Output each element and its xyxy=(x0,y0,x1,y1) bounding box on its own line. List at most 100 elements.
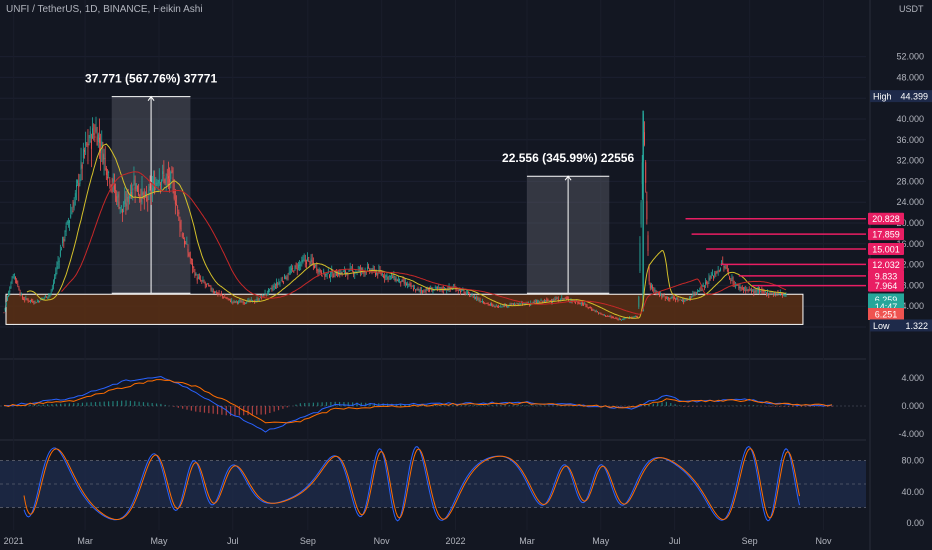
candle-body xyxy=(500,306,502,308)
candle-body xyxy=(660,293,662,295)
macd-histogram-bar xyxy=(530,405,532,406)
candle-body xyxy=(307,257,309,262)
resistance-level-label: 17.859 xyxy=(872,230,900,240)
candle-body xyxy=(766,292,767,295)
candle-body xyxy=(739,286,741,288)
candle-body xyxy=(76,184,77,188)
candle-body xyxy=(32,301,34,303)
candle-body xyxy=(554,299,556,301)
candle-body xyxy=(265,293,267,295)
macd-histogram-bar xyxy=(46,404,49,406)
candle-body xyxy=(404,282,406,284)
macd-histogram-bar xyxy=(805,406,807,407)
candle-body xyxy=(13,274,15,276)
candle-body xyxy=(400,281,402,284)
candle-body xyxy=(488,304,490,306)
candle-body xyxy=(191,258,192,260)
macd-histogram-bar xyxy=(813,406,816,407)
candle-body xyxy=(151,188,153,192)
candle-body xyxy=(281,281,283,282)
macd-histogram-bar xyxy=(295,404,297,406)
candle-body xyxy=(4,307,6,311)
candle-body xyxy=(161,180,162,183)
candle-body xyxy=(737,284,739,286)
candle-body xyxy=(426,288,428,291)
macd-histogram-bar xyxy=(212,406,214,414)
candle-body xyxy=(464,292,466,295)
macd-histogram-bar xyxy=(443,405,445,406)
candle-body xyxy=(291,268,292,271)
candle-body xyxy=(130,192,131,196)
candle-body xyxy=(726,269,728,272)
macd-histogram-bar xyxy=(60,403,62,406)
macd-histogram-bar xyxy=(474,405,476,406)
candle-body xyxy=(423,291,425,293)
macd-histogram-bar xyxy=(495,405,498,406)
time-tick-label: Sep xyxy=(300,536,316,546)
candle-body xyxy=(632,317,634,318)
candle-body xyxy=(165,176,167,180)
candle-body xyxy=(84,150,85,152)
resistance-level-tag xyxy=(868,279,904,292)
candle-body xyxy=(392,276,394,279)
macd-histogram-bar xyxy=(103,401,105,406)
candle-body xyxy=(199,277,200,279)
candle-body xyxy=(79,179,81,184)
time-tick-label: Jul xyxy=(227,536,239,546)
macd-histogram-bar xyxy=(251,406,253,415)
macd-histogram-bar xyxy=(744,405,746,406)
candle-body xyxy=(617,319,619,320)
candle-body xyxy=(775,293,777,295)
candle-body xyxy=(287,276,289,278)
chart-title: UNFI / TetherUS, 1D, BINANCE, Heikin Ash… xyxy=(6,4,203,15)
candle-body xyxy=(537,301,539,303)
candle-body xyxy=(89,131,91,139)
candle-body xyxy=(223,296,225,298)
candle-body xyxy=(108,172,110,174)
candle-body xyxy=(36,301,38,303)
candle-body xyxy=(117,194,119,198)
candle-body xyxy=(95,127,97,132)
candle-body xyxy=(417,289,419,290)
candle-body xyxy=(279,281,281,284)
candle-body xyxy=(365,272,367,274)
candle-body xyxy=(320,272,322,275)
candle-body xyxy=(230,300,231,302)
macd-histogram-bar xyxy=(64,403,66,406)
candle-body xyxy=(447,290,449,291)
candle-body xyxy=(777,293,779,295)
candle-body xyxy=(352,269,353,271)
candle-body xyxy=(494,305,496,307)
candle-body xyxy=(377,273,379,276)
candle-body xyxy=(695,292,697,293)
candle-body xyxy=(603,314,605,316)
candle-body xyxy=(608,316,610,317)
candle-body xyxy=(65,226,67,233)
candle-body xyxy=(455,289,457,291)
macd-histogram-bar xyxy=(173,406,175,407)
candle-body xyxy=(641,162,643,185)
candle-body xyxy=(744,287,746,289)
candle-body xyxy=(507,305,509,307)
candle-body xyxy=(135,183,137,189)
candle-body xyxy=(158,179,160,184)
candle-body xyxy=(372,268,374,270)
candle-body xyxy=(354,272,356,274)
candle-body xyxy=(555,299,557,300)
candle-body xyxy=(136,185,138,192)
macd-histogram-bar xyxy=(338,401,341,406)
resistance-level-tag xyxy=(868,269,904,282)
candle-body xyxy=(92,128,93,139)
candle-body xyxy=(639,243,641,271)
macd-histogram-bar xyxy=(90,402,92,406)
candle-body xyxy=(94,136,96,138)
candle-body xyxy=(335,273,337,276)
candle-body xyxy=(33,302,35,304)
candle-body xyxy=(749,289,751,290)
candle-body xyxy=(622,319,624,320)
macd-histogram-bar xyxy=(482,405,484,406)
macd-histogram-bar xyxy=(308,402,310,406)
candle-body xyxy=(110,185,112,187)
candle-body xyxy=(513,304,514,305)
